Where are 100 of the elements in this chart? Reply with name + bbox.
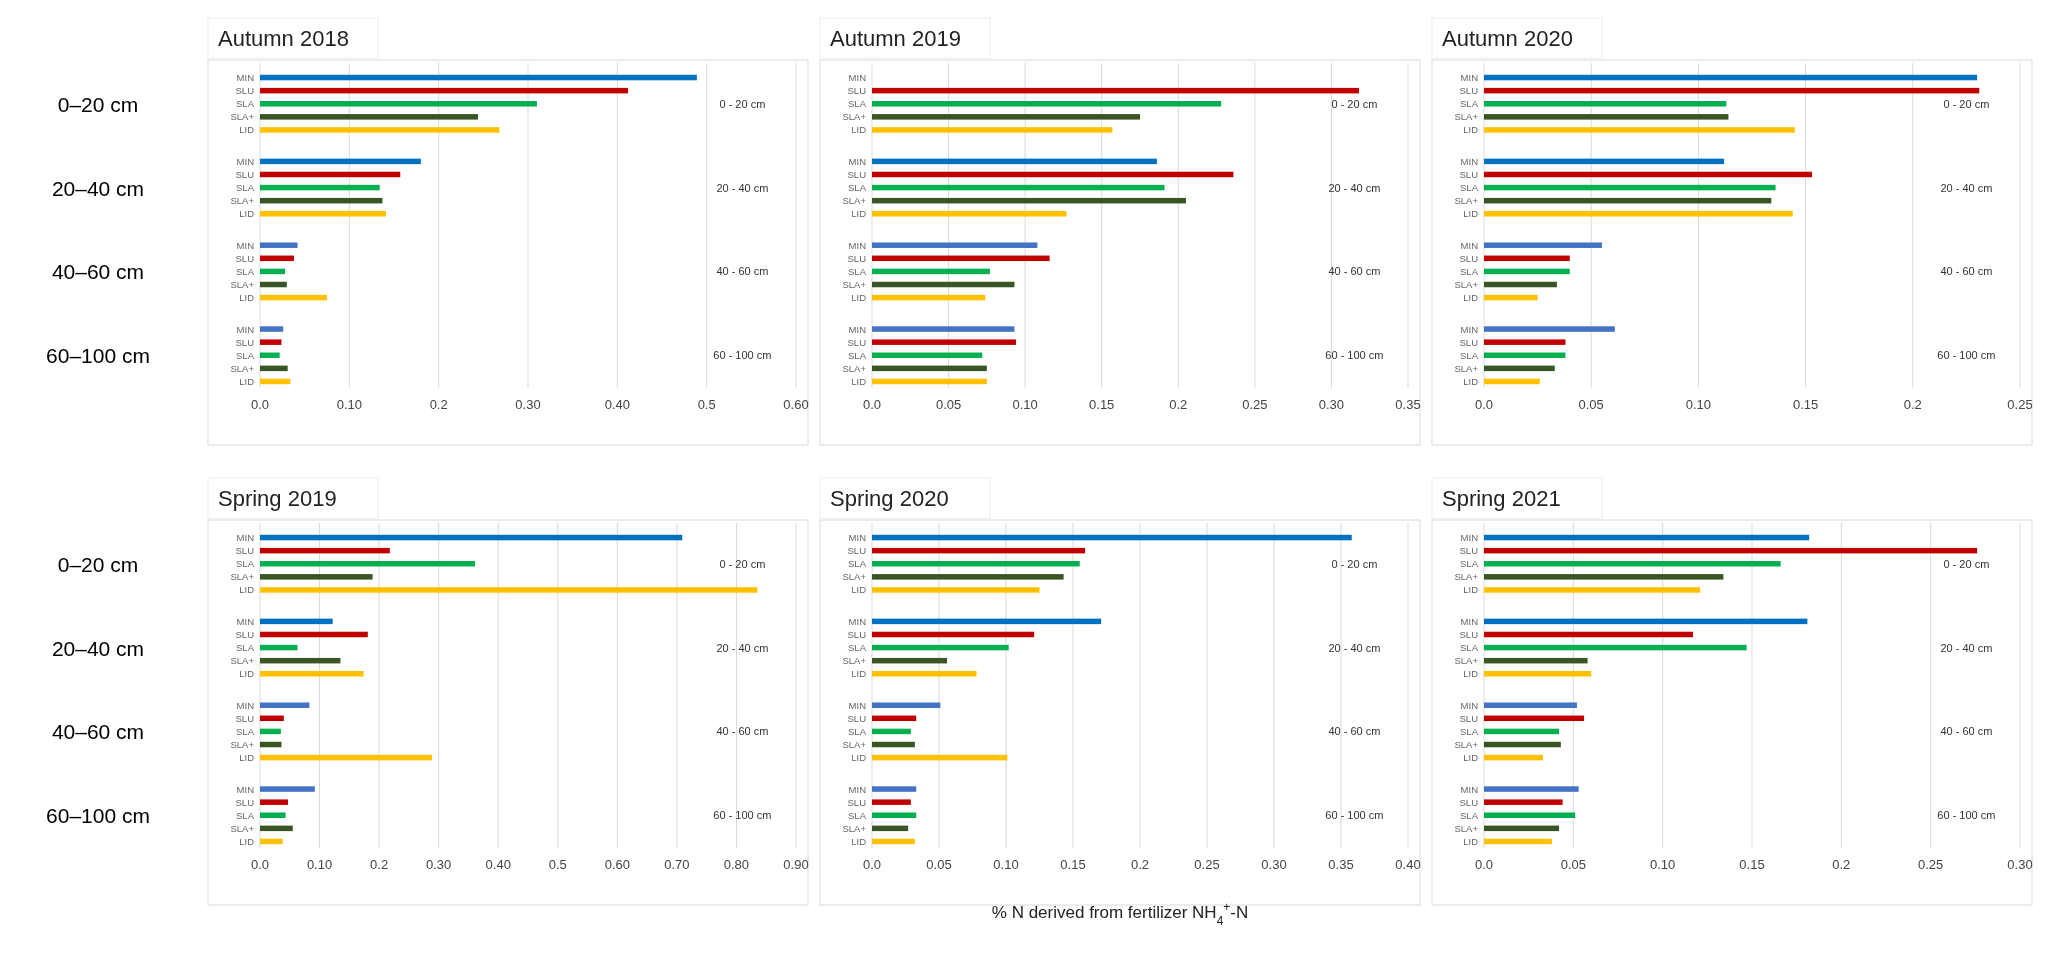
y-tick-label: MIN xyxy=(236,323,255,335)
x-tick-label: 0.0 xyxy=(1474,857,1494,873)
y-tick-label: SLA+ xyxy=(230,195,255,207)
y-tick-label: SLU xyxy=(847,712,867,724)
y-tick-label: SLU xyxy=(1459,628,1479,640)
y-tick-label: MIN xyxy=(848,532,867,544)
x-tick-label: 0.5 xyxy=(697,397,716,413)
annotation: 60 - 100 cm xyxy=(1937,349,1996,362)
y-tick-label: SLA+ xyxy=(842,111,867,123)
x-tick-label: 0.25 xyxy=(1194,857,1220,873)
y-tick-label: SLA+ xyxy=(230,822,255,834)
y-tick-label: SLU xyxy=(847,545,867,557)
y-tick-label: SLA xyxy=(1460,642,1479,654)
y-tick-label: LID xyxy=(239,208,255,220)
y-tick-label: SLA+ xyxy=(842,822,867,834)
x-tick-label: 0.2 xyxy=(429,397,448,413)
annotation: 40 - 60 cm xyxy=(1328,725,1381,738)
y-tick-label: SLU xyxy=(847,252,867,264)
x-tick-label: 0.05 xyxy=(926,857,952,873)
y-tick-label: SLU xyxy=(235,628,255,640)
y-tick-label: SLU xyxy=(847,628,867,640)
y-tick-label: SLA+ xyxy=(1454,571,1479,583)
annotation: 60 - 100 cm xyxy=(1325,349,1384,362)
y-tick-label: LID xyxy=(851,124,867,136)
x-tick-label: 0.0 xyxy=(862,397,882,413)
x-tick-label: 0.35 xyxy=(1328,857,1354,873)
y-tick-label: SLA+ xyxy=(230,571,255,583)
y-tick-label: SLA xyxy=(236,349,255,361)
y-tick-label: LID xyxy=(239,124,255,136)
y-tick-label: SLA xyxy=(1460,182,1479,194)
text: 20–40 cm xyxy=(51,176,145,200)
y-tick-label: SLU xyxy=(1459,712,1479,724)
y-tick-label: SLA+ xyxy=(1454,195,1479,207)
text: 40–60 cm xyxy=(51,720,145,744)
x-tick-label: 0.70 xyxy=(664,857,690,873)
x-tick-label: 0.5 xyxy=(548,857,567,873)
x-tick-label: 0.2 xyxy=(1169,397,1188,413)
x-tick-label: 0.40 xyxy=(604,397,630,413)
y-tick-label: MIN xyxy=(1460,155,1479,167)
x-tick-label: 0.90 xyxy=(783,857,809,873)
text: 0–20 cm xyxy=(57,552,139,576)
y-tick-label: LID xyxy=(1463,208,1479,220)
y-tick-label: MIN xyxy=(848,72,867,84)
annotation: 60 - 100 cm xyxy=(713,809,772,822)
x-tick-label: 0.10 xyxy=(336,397,362,413)
y-tick-label: LID xyxy=(851,375,867,387)
annotation: 0 - 20 cm xyxy=(1331,97,1378,110)
y-tick-label: SLA xyxy=(236,98,255,110)
y-tick-label: LID xyxy=(239,752,255,764)
y-tick-label: MIN xyxy=(1460,783,1479,795)
y-tick-label: SLA xyxy=(848,642,867,654)
x-tick-label: 0.60 xyxy=(604,857,630,873)
x-axis-title: % N derived from fertilizer NH$_{4}$$^{+}$-N xyxy=(991,900,1249,928)
y-tick-label: SLA xyxy=(236,182,255,194)
x-tick-label: 0.2 xyxy=(1130,857,1150,873)
y-tick-label: LID xyxy=(1463,584,1479,596)
y-tick-label: MIN xyxy=(848,155,867,167)
y-tick-label: LID xyxy=(239,375,255,387)
y-tick-label: MIN xyxy=(848,615,867,627)
y-tick-label: MIN xyxy=(1460,532,1479,544)
y-tick-label: LID xyxy=(239,292,255,304)
y-tick-label: SLA xyxy=(236,725,255,737)
annotation: 20 - 40 cm xyxy=(1940,641,1993,654)
y-tick-label: MIN xyxy=(1460,699,1479,711)
chart-title: Spring 2021 xyxy=(1442,486,1561,511)
x-tick-label: 0.10 xyxy=(1685,397,1712,413)
y-tick-label: SLA+ xyxy=(230,279,255,291)
x-tick-label: 0.10 xyxy=(1650,857,1676,873)
annotation: 0 - 20 cm xyxy=(1331,557,1378,570)
y-tick-label: SLA xyxy=(1460,558,1479,570)
y-tick-label: SLU xyxy=(235,712,255,724)
y-tick-label: SLA+ xyxy=(842,571,867,583)
y-tick-label: SLA+ xyxy=(230,739,255,751)
y-tick-label: SLU xyxy=(1459,545,1479,557)
annotation: 40 - 60 cm xyxy=(716,725,769,738)
y-tick-label: LID xyxy=(851,752,867,764)
annotation: 20 - 40 cm xyxy=(1328,641,1381,654)
y-tick-label: SLA xyxy=(848,182,867,194)
annotation: 40 - 60 cm xyxy=(1328,265,1381,278)
y-tick-label: SLA+ xyxy=(842,655,867,667)
x-tick-label: 0.25 xyxy=(2007,397,2033,413)
x-tick-label: 0.0 xyxy=(250,857,270,873)
y-tick-label: SLA+ xyxy=(842,195,867,207)
x-tick-label: 0.10 xyxy=(306,857,333,873)
y-tick-label: SLA xyxy=(1460,349,1479,361)
y-tick-label: SLA+ xyxy=(1454,655,1479,667)
y-tick-label: LID xyxy=(1463,292,1479,304)
annotation: 0 - 20 cm xyxy=(719,97,766,110)
y-tick-label: LID xyxy=(851,835,867,847)
y-tick-label: MIN xyxy=(236,699,255,711)
y-tick-label: SLA xyxy=(1460,265,1479,277)
y-tick-label: SLA+ xyxy=(230,362,255,374)
y-tick-label: MIN xyxy=(848,783,867,795)
y-tick-label: MIN xyxy=(1460,323,1479,335)
y-tick-label: MIN xyxy=(848,323,867,335)
y-tick-label: SLU xyxy=(235,168,255,180)
x-tick-label: 0.10 xyxy=(993,857,1019,873)
y-tick-label: LID xyxy=(851,668,867,680)
x-tick-label: 0.15 xyxy=(1060,857,1086,873)
chart-title: Spring 2020 xyxy=(830,486,949,511)
